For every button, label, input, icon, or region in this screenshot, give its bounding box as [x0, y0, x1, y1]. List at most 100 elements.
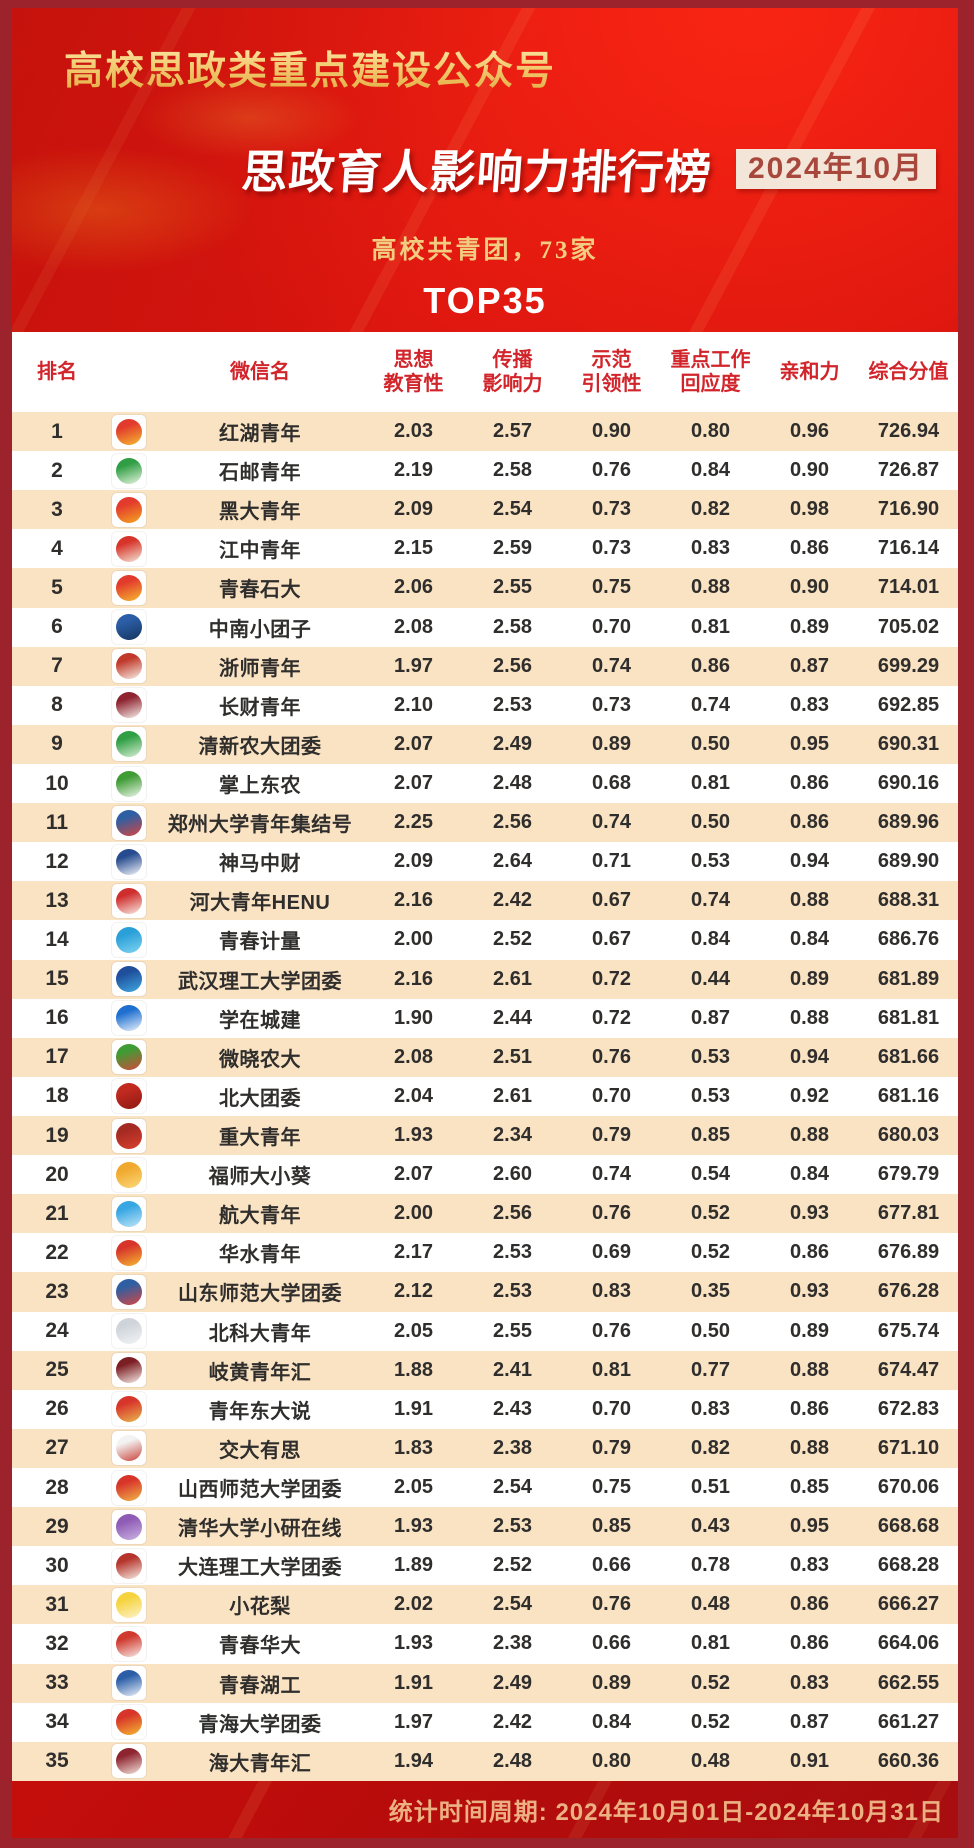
- affinity-score-cell: 0.90: [790, 459, 829, 482]
- affinity-score-cell: 0.86: [790, 1397, 829, 1420]
- total-score-cell: 674.47: [877, 1358, 940, 1381]
- rank-cell: 30: [45, 1553, 69, 1577]
- demonstration-score-cell: 0.89: [592, 1671, 631, 1694]
- table-row: 4 江中青年 2.15 2.59 0.73 0.83 0.86 716.14: [12, 529, 958, 568]
- account-logo-icon: [112, 1548, 146, 1583]
- account-logo-icon: [112, 531, 146, 566]
- demonstration-score-cell: 0.73: [592, 693, 631, 716]
- table-row: 24 北科大青年 2.05 2.55 0.76 0.50 0.89 675.74: [12, 1312, 958, 1351]
- account-logo-cell: [102, 649, 156, 684]
- account-logo-icon: [112, 610, 146, 645]
- account-logo-cell: [102, 1196, 156, 1231]
- total-score-cell: 681.89: [877, 967, 940, 990]
- table-row: 1 红湖青年 2.03 2.57 0.90 0.80 0.96 726.94: [12, 412, 958, 452]
- account-name-cell: 北大团委: [219, 1087, 301, 1110]
- ideology-edu-score-cell: 2.09: [394, 850, 433, 873]
- table-row: 17 微晓农大 2.08 2.51 0.76 0.53 0.94 681.66: [12, 1037, 958, 1077]
- ideology-edu-score-cell: 2.06: [394, 576, 433, 599]
- account-logo-icon: [112, 1626, 146, 1661]
- spread-influence-score-cell: 2.61: [493, 1084, 532, 1107]
- total-score-cell: 681.66: [877, 1045, 940, 1068]
- demonstration-score-cell: 0.66: [592, 1632, 631, 1655]
- account-logo-cell: [102, 1744, 156, 1779]
- total-score-cell: 692.85: [877, 693, 940, 716]
- account-name-cell: 航大青年: [219, 1205, 301, 1228]
- affinity-score-cell: 0.83: [790, 1554, 829, 1577]
- account-logo-cell: [102, 610, 156, 645]
- account-logo-cell: [102, 1118, 156, 1153]
- rank-cell: 33: [45, 1671, 69, 1695]
- demonstration-score-cell: 0.72: [592, 1006, 631, 1029]
- total-score-cell: 686.76: [877, 928, 940, 951]
- account-logo-cell: [102, 1157, 156, 1192]
- table-row: 8 长财青年 2.10 2.53 0.73 0.74 0.83 692.85: [12, 686, 958, 725]
- demonstration-score-cell: 0.71: [592, 850, 631, 873]
- account-name-cell: 长财青年: [219, 696, 301, 719]
- ideology-edu-score-cell: 1.90: [394, 1006, 433, 1029]
- rank-cell: 34: [45, 1710, 69, 1734]
- column-header-ideology-edu: 思想 教育性: [383, 349, 444, 395]
- top35-label: TOP35: [423, 280, 547, 321]
- rank-cell: 21: [45, 1201, 69, 1225]
- key-work-score-cell: 0.74: [691, 889, 730, 912]
- table-row: 5 青春石大 2.06 2.55 0.75 0.88 0.90 714.01: [12, 568, 958, 608]
- ideology-edu-score-cell: 2.17: [394, 1241, 433, 1264]
- account-name-cell: 郑州大学青年集结号: [167, 814, 353, 837]
- column-header-wechat-name: 微信名: [230, 361, 290, 383]
- account-logo-icon: [112, 1274, 146, 1309]
- ranking-table: 排名 微信名 思想 教育性 传播 影响力 示范 引领性 重点工作 回应度 亲和力…: [12, 332, 958, 1781]
- account-logo-cell: [102, 727, 156, 762]
- account-logo-icon: [112, 1392, 146, 1427]
- spread-influence-score-cell: 2.55: [493, 576, 532, 599]
- affinity-score-cell: 0.89: [790, 1319, 829, 1342]
- account-name-cell: 微晓农大: [219, 1048, 301, 1071]
- spread-influence-score-cell: 2.42: [493, 1710, 532, 1733]
- demonstration-score-cell: 0.74: [592, 654, 631, 677]
- account-logo-icon: [112, 1079, 146, 1114]
- ideology-edu-score-cell: 1.94: [394, 1749, 433, 1772]
- account-name-cell: 青春华大: [219, 1635, 301, 1658]
- account-logo-cell: [102, 1666, 156, 1701]
- account-logo-icon: [112, 1118, 146, 1153]
- table-row: 3 黑大青年 2.09 2.54 0.73 0.82 0.98 716.90: [12, 490, 958, 530]
- account-logo-cell: [102, 1470, 156, 1505]
- key-work-score-cell: 0.82: [691, 1436, 730, 1459]
- main-title-row: 思政育人影响力排行榜 2024年10月: [240, 136, 937, 202]
- affinity-score-cell: 0.86: [790, 1593, 829, 1616]
- spread-influence-score-cell: 2.51: [493, 1045, 532, 1068]
- table-row: 10 掌上东农 2.07 2.48 0.68 0.81 0.86 690.16: [12, 764, 958, 803]
- affinity-score-cell: 0.95: [790, 732, 829, 755]
- rank-cell: 26: [45, 1397, 69, 1421]
- account-logo-cell: [102, 766, 156, 801]
- account-name-cell: 中南小团子: [208, 618, 312, 641]
- ideology-edu-score-cell: 2.10: [394, 693, 433, 716]
- demonstration-score-cell: 0.90: [592, 420, 631, 443]
- ideology-edu-score-cell: 2.07: [394, 732, 433, 755]
- key-work-score-cell: 0.81: [691, 772, 730, 795]
- rank-cell: 11: [45, 810, 69, 834]
- account-logo-icon: [112, 1509, 146, 1544]
- account-logo-cell: [102, 453, 156, 488]
- account-name-cell: 青春湖工: [219, 1674, 301, 1697]
- spread-influence-score-cell: 2.64: [493, 850, 532, 873]
- column-header-total-score: 综合分值: [868, 361, 949, 383]
- affinity-score-cell: 0.90: [790, 576, 829, 599]
- account-logo-cell: [102, 1431, 156, 1466]
- key-work-score-cell: 0.88: [691, 576, 730, 599]
- account-logo-cell: [102, 1235, 156, 1270]
- rank-cell: 24: [45, 1319, 69, 1343]
- demonstration-score-cell: 0.80: [592, 1749, 631, 1772]
- account-name-cell: 重大青年: [219, 1127, 301, 1150]
- total-score-cell: 676.28: [877, 1280, 940, 1303]
- account-logo-icon: [112, 688, 146, 723]
- account-logo-cell: [102, 883, 156, 918]
- account-logo-icon: [112, 453, 146, 488]
- account-logo-icon: [112, 766, 146, 801]
- key-work-score-cell: 0.87: [691, 1006, 730, 1029]
- spread-influence-score-cell: 2.57: [493, 420, 532, 443]
- table-row: 7 浙师青年 1.97 2.56 0.74 0.86 0.87 699.29: [12, 646, 958, 686]
- table-row: 6 中南小团子 2.08 2.58 0.70 0.81 0.89 705.02: [12, 608, 958, 647]
- demonstration-score-cell: 0.76: [592, 1202, 631, 1225]
- table-row: 12 神马中财 2.09 2.64 0.71 0.53 0.94 689.90: [12, 842, 958, 881]
- ideology-edu-score-cell: 1.88: [394, 1358, 433, 1381]
